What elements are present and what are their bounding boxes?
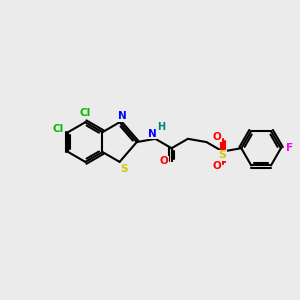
Text: O: O bbox=[212, 161, 221, 171]
Text: S: S bbox=[120, 164, 127, 174]
Text: H: H bbox=[157, 122, 165, 132]
Text: F: F bbox=[286, 143, 293, 153]
Text: N: N bbox=[148, 129, 157, 139]
Text: O: O bbox=[159, 156, 168, 166]
Text: Cl: Cl bbox=[52, 124, 64, 134]
Text: S: S bbox=[219, 150, 227, 161]
Text: N: N bbox=[118, 111, 127, 121]
Text: Cl: Cl bbox=[80, 108, 91, 118]
Text: O: O bbox=[212, 132, 221, 142]
